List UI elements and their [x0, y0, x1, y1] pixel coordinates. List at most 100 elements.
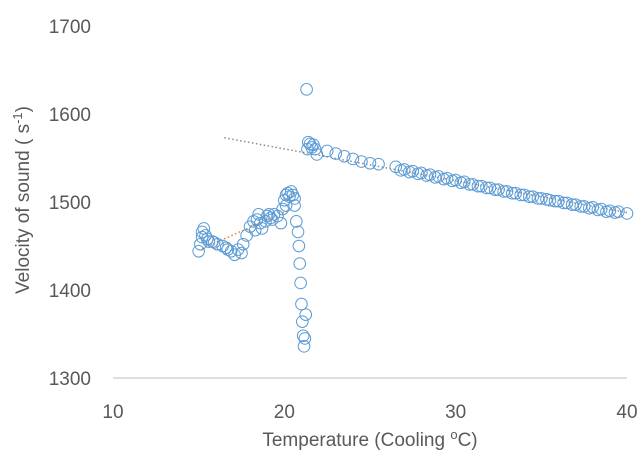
data-point: [500, 185, 514, 198]
data-point: [552, 194, 565, 208]
data-point: [591, 203, 605, 217]
data-point: [295, 297, 308, 311]
data-point: [420, 169, 433, 182]
data-point: [492, 183, 505, 196]
y-axis-title: Velocity of sound ( s-1): [10, 106, 34, 294]
data-point: [569, 198, 582, 211]
x-axis-title-text: Temperature (Cooling: [262, 430, 450, 451]
data-point: [514, 188, 528, 202]
data-point: [437, 172, 450, 186]
y-tick-label: 1600: [49, 105, 91, 126]
data-point: [248, 223, 262, 237]
x-axis-title: Temperature (Cooling oC): [262, 427, 477, 451]
data-point: [255, 222, 269, 235]
plot-area: [113, 83, 634, 379]
data-point: [523, 190, 536, 204]
data-point: [363, 156, 377, 170]
data-point: [320, 144, 334, 158]
data-point: [276, 202, 289, 216]
data-point: [608, 206, 622, 219]
data-point: [497, 185, 510, 198]
data-point: [254, 216, 267, 230]
data-point: [355, 155, 368, 168]
data-point: [411, 167, 425, 181]
data-point: [548, 194, 562, 208]
data-point: [296, 329, 310, 343]
data-point: [274, 216, 288, 230]
x-tick-label: 20: [274, 402, 295, 423]
data-point: [466, 178, 480, 191]
data-point: [600, 205, 613, 218]
data-point: [483, 181, 497, 195]
data-point: [279, 199, 293, 212]
data-point: [372, 157, 385, 171]
y-tick-label: 1400: [49, 281, 91, 302]
y-axis-title-text-end: ): [13, 106, 34, 112]
data-point: [288, 199, 301, 212]
data-point: [531, 192, 545, 205]
y-axis-tick-labels: 1300 1400 1500 1600 1700: [49, 17, 91, 390]
data-point: [329, 147, 343, 160]
data-point: [517, 188, 531, 202]
data-point: [428, 171, 442, 184]
data-point: [291, 225, 305, 239]
data-point: [224, 244, 238, 258]
data-point: [526, 190, 540, 204]
data-point: [488, 183, 502, 196]
data-point: [266, 213, 279, 226]
data-point: [583, 201, 596, 215]
data-point: [221, 243, 235, 256]
data-point: [535, 192, 548, 205]
data-point: [346, 152, 360, 166]
data-point: [299, 308, 313, 321]
data-point: [207, 236, 221, 249]
data-point: [338, 149, 351, 163]
data-points: [192, 83, 634, 353]
data-point: [288, 192, 301, 205]
data-point: [293, 257, 307, 270]
data-point: [509, 186, 522, 200]
data-point: [445, 174, 459, 188]
data-point: [505, 186, 519, 200]
data-point: [300, 83, 313, 96]
data-point: [480, 181, 493, 195]
data-point: [192, 244, 205, 258]
y-axis-title-text: Velocity of sound ( s: [13, 124, 34, 294]
data-point: [206, 235, 219, 248]
data-point: [565, 198, 579, 211]
data-point: [252, 208, 265, 221]
data-point: [403, 165, 416, 179]
y-tick-label: 1700: [49, 17, 91, 38]
x-tick-label: 10: [102, 402, 123, 423]
data-point: [577, 200, 591, 213]
trendline-layer: [201, 137, 628, 250]
data-point: [298, 332, 312, 345]
data-point: [475, 179, 488, 193]
data-point: [202, 235, 216, 248]
y-tick-label: 1300: [49, 369, 91, 390]
data-point: [297, 340, 311, 353]
y-axis-title-superscript: -1: [10, 112, 25, 124]
data-point: [294, 276, 307, 290]
data-point: [292, 239, 306, 253]
data-point: [454, 176, 468, 189]
data-point: [540, 193, 553, 206]
data-point: [235, 246, 248, 260]
x-axis-title-text-end: C): [458, 430, 478, 451]
x-axis-title-superscript: o: [450, 427, 457, 442]
data-point: [308, 142, 322, 156]
data-point: [290, 215, 303, 228]
x-axis-tick-labels: 10 20 30 40: [102, 402, 637, 423]
data-point: [620, 207, 634, 220]
data-point: [560, 196, 574, 210]
data-point: [197, 222, 211, 235]
data-point: [305, 141, 319, 154]
data-point: [264, 211, 277, 225]
x-tick-label: 40: [616, 402, 637, 423]
data-point: [296, 315, 309, 328]
data-point: [463, 178, 476, 191]
data-point: [574, 200, 588, 213]
x-tick-label: 30: [445, 402, 466, 423]
data-point: [557, 196, 570, 210]
